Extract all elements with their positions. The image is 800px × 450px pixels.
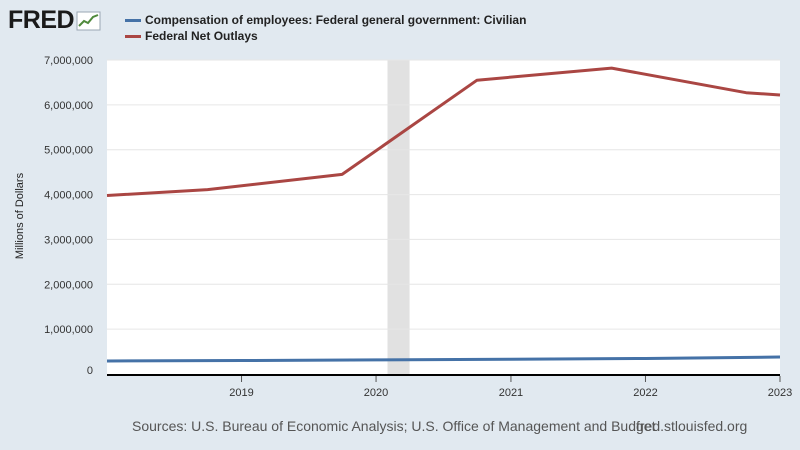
trend-line-icon — [76, 11, 101, 30]
x-tick-label: 2023 — [768, 387, 792, 399]
x-tick-label: 2020 — [364, 387, 388, 399]
y-tick-label: 4,000,000 — [44, 190, 93, 202]
legend-label-net-outlays: Federal Net Outlays — [145, 29, 258, 43]
fred-logo[interactable]: FRED — [8, 6, 102, 35]
sources-note: Sources: U.S. Bureau of Economic Analysi… — [132, 418, 656, 434]
series-line-compensation — [106, 355, 781, 363]
y-tick-label: 3,000,000 — [44, 234, 93, 246]
y-tick-label: 1,000,000 — [44, 324, 93, 336]
fred-logo-text: FRED — [8, 6, 75, 34]
recession-shading — [387, 60, 410, 374]
legend-swatch-compensation — [125, 18, 141, 22]
y-tick-label: 5,000,000 — [44, 145, 93, 157]
y-tick-label: 0 — [87, 365, 93, 377]
x-tick-label: 2019 — [229, 387, 253, 399]
x-tick-label: 2021 — [499, 387, 523, 399]
fred-url-link[interactable]: fred.stlouisfed.org — [636, 418, 748, 434]
chart-legend: Compensation of employees: Federal gener… — [125, 12, 526, 44]
legend-swatch-net-outlays — [125, 34, 141, 38]
x-tick-label: 2022 — [633, 387, 657, 399]
legend-item-compensation[interactable]: Compensation of employees: Federal gener… — [125, 12, 526, 28]
plot-area — [107, 60, 780, 374]
y-tick-label: 7,000,000 — [44, 55, 93, 67]
series-line-net-outlays — [106, 66, 781, 197]
y-tick-label: 6,000,000 — [44, 100, 93, 112]
legend-item-net-outlays[interactable]: Federal Net Outlays — [125, 28, 526, 44]
y-tick-label: 2,000,000 — [44, 279, 93, 291]
legend-label-compensation: Compensation of employees: Federal gener… — [145, 13, 527, 27]
